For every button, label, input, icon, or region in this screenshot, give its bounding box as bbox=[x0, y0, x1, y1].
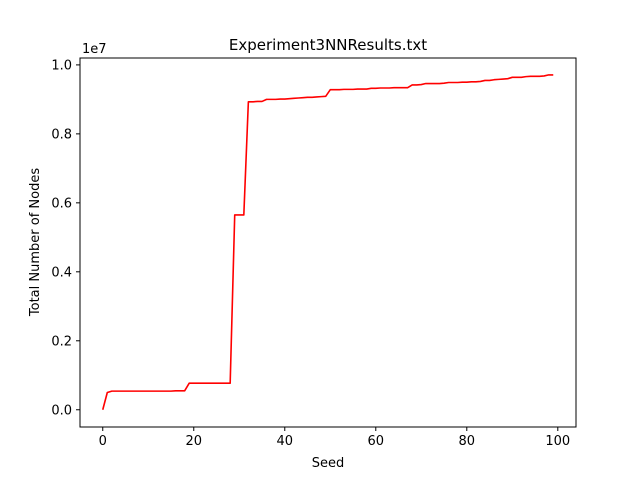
y-tick-label: 0.8 bbox=[51, 127, 72, 142]
y-tick-label: 0.6 bbox=[51, 196, 72, 211]
x-tick-label: 80 bbox=[459, 434, 476, 449]
chart-title: Experiment3NNResults.txt bbox=[229, 36, 427, 54]
y-tick-label: 0.2 bbox=[51, 334, 72, 349]
y-axis-ticks: 0.0 0.2 0.4 0.6 0.8 1.0 bbox=[51, 58, 80, 418]
y-tick-label: 1.0 bbox=[51, 58, 72, 73]
y-axis-offset-label: 1e7 bbox=[82, 42, 107, 57]
x-axis-ticks: 0 20 40 60 80 100 bbox=[99, 427, 570, 449]
y-tick-label: 0.4 bbox=[51, 265, 72, 280]
y-tick-label: 0.0 bbox=[51, 403, 72, 418]
x-tick-label: 0 bbox=[99, 434, 107, 449]
x-tick-label: 100 bbox=[545, 434, 570, 449]
axes-frame bbox=[79, 57, 577, 428]
x-tick-label: 20 bbox=[185, 434, 202, 449]
plot-area bbox=[79, 57, 577, 428]
y-axis-label: Total Number of Nodes bbox=[28, 168, 43, 317]
x-tick-label: 40 bbox=[276, 434, 293, 449]
x-axis-label: Seed bbox=[312, 456, 345, 471]
series-line-0 bbox=[101, 74, 554, 410]
x-tick-label: 60 bbox=[368, 434, 385, 449]
